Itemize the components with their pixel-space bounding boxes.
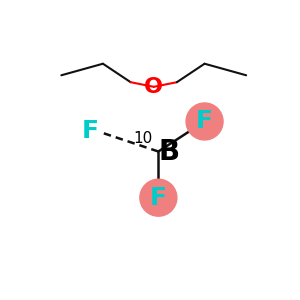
Circle shape <box>140 179 177 216</box>
Circle shape <box>186 103 223 140</box>
Text: 10: 10 <box>133 131 153 146</box>
Text: O: O <box>144 77 163 97</box>
Text: F: F <box>81 119 98 143</box>
Text: F: F <box>196 110 213 134</box>
Text: F: F <box>150 186 167 210</box>
Text: B: B <box>158 137 179 166</box>
